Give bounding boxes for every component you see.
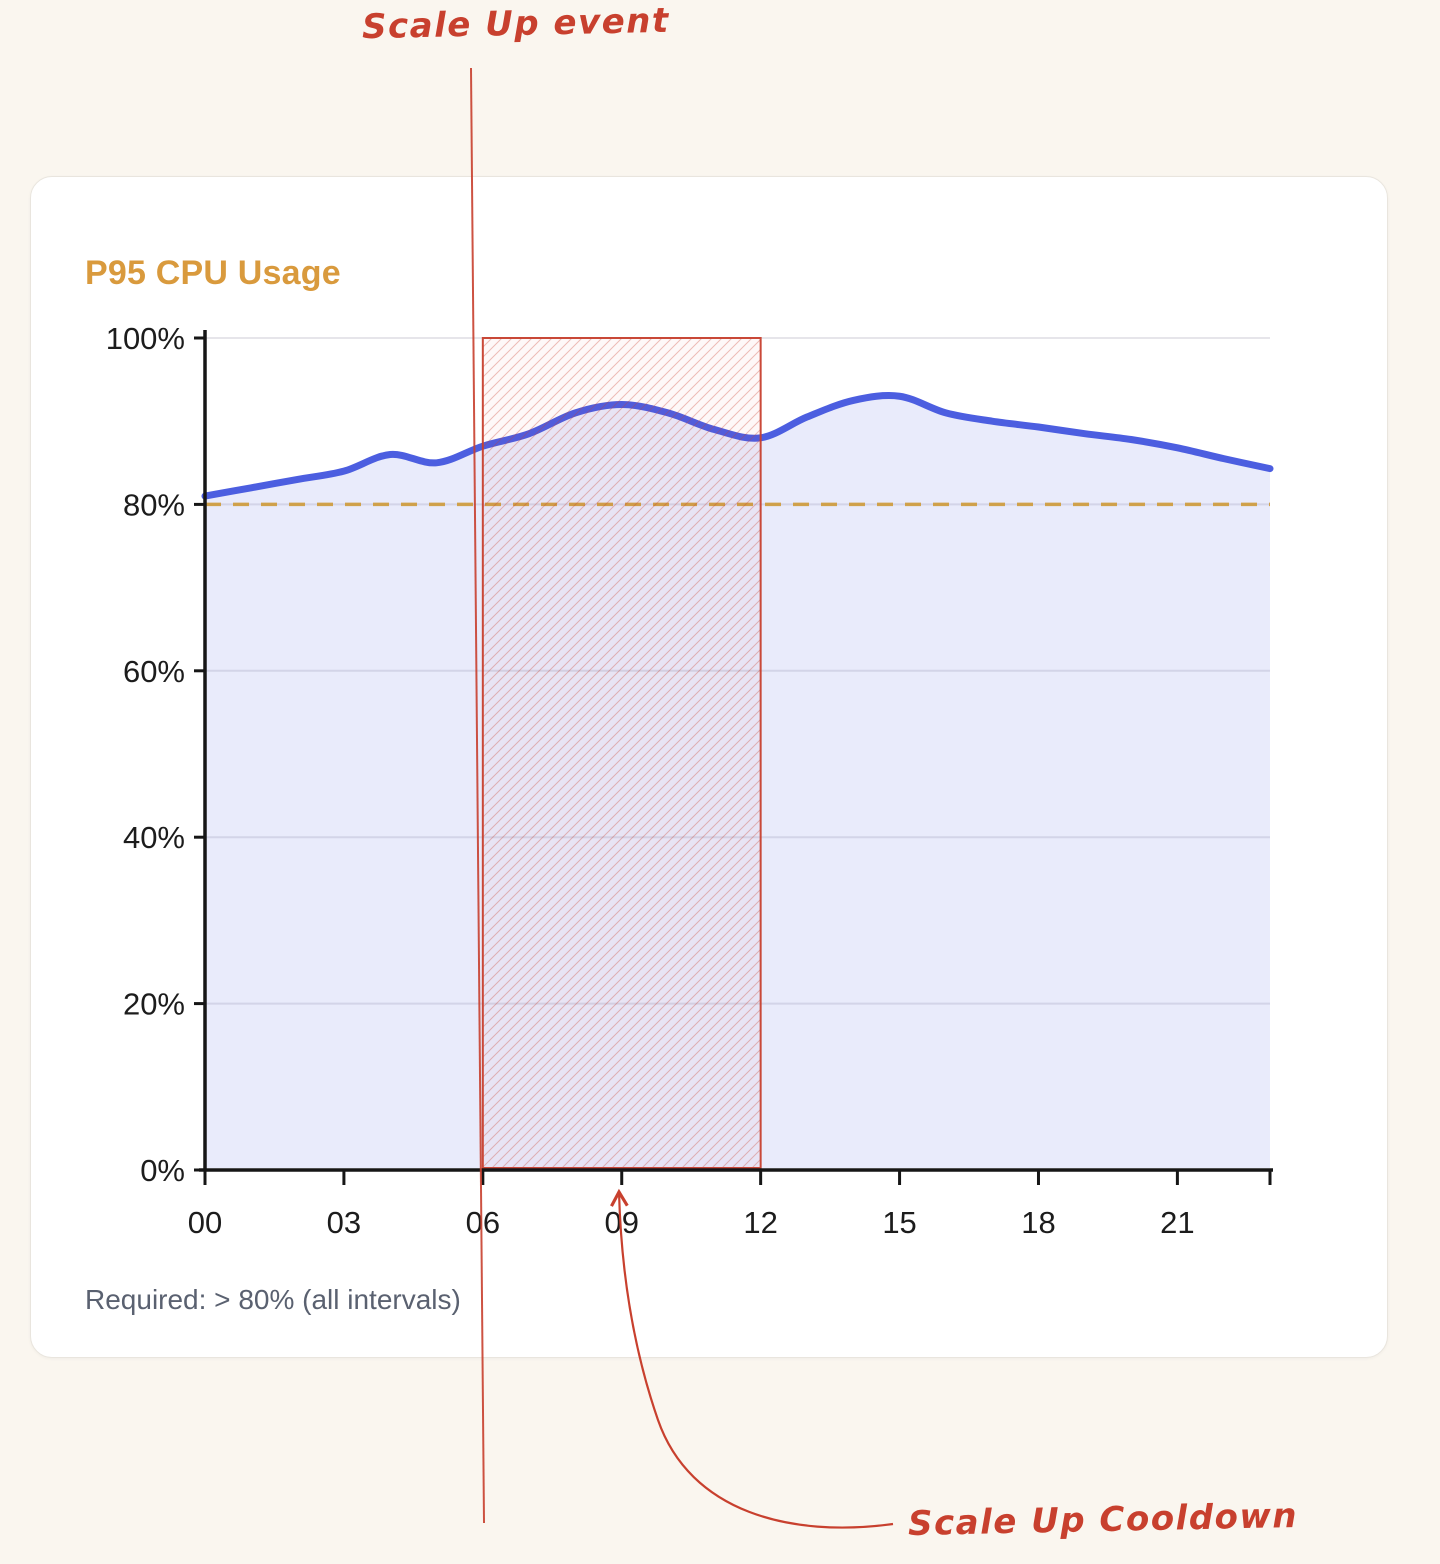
chart-title: P95 CPU Usage [85,254,341,293]
required-threshold-label: Required: > 80% (all intervals) [85,1284,461,1315]
scale-up-cooldown-label: Scale Up Cooldown [907,1495,1299,1545]
scale-up-event-label: Scale Up event [361,0,671,48]
cpu-usage-card [30,176,1388,1358]
